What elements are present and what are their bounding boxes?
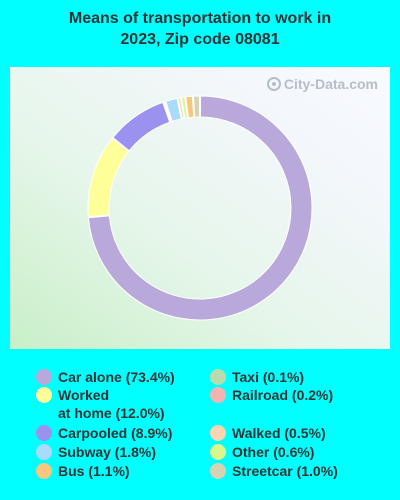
chart-title-line-1: Means of transportation to work in (68, 10, 332, 27)
donut-slice-1 (87, 137, 130, 218)
donut-slice-9 (192, 95, 201, 118)
donut-slice-0 (87, 95, 313, 321)
watermark-text: City-Data.com (283, 76, 378, 92)
donut-slice-5 (165, 97, 182, 122)
watermark: City-Data.com (266, 76, 378, 92)
donut-slice-6 (177, 97, 185, 120)
chart-title: Means of transportation to work in 2023,… (0, 8, 400, 50)
chart-title-line-2: 2023, Zip code 08081 (120, 31, 280, 48)
donut-slice-4 (163, 101, 172, 123)
donut-slice-2 (112, 101, 171, 152)
donut-slice-8 (185, 95, 195, 119)
donut-slice-7 (181, 96, 189, 119)
city-data-logo-icon (266, 77, 281, 91)
